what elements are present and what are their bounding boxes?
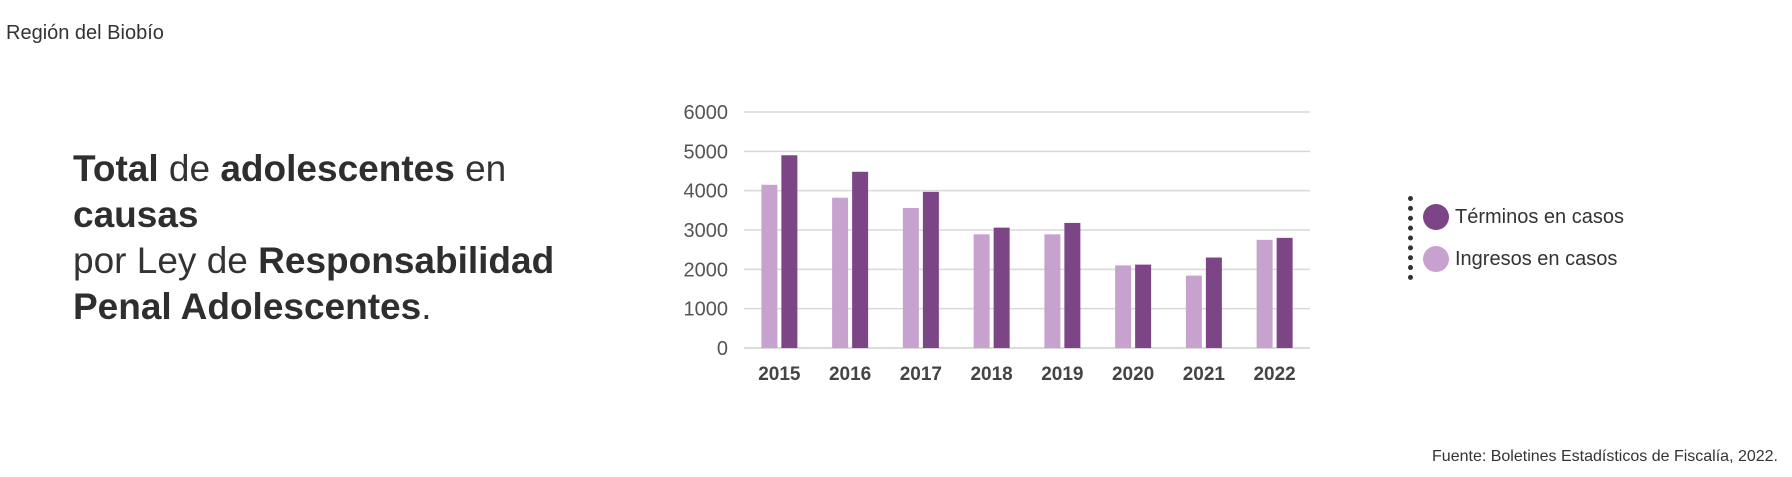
x-tick-label: 2019 xyxy=(1041,364,1083,385)
legend-label-terminos: Términos en casos xyxy=(1455,205,1624,228)
x-tick-label: 2017 xyxy=(900,364,942,385)
legend-item-ingresos: Ingresos en casos xyxy=(1423,238,1624,280)
bar-terminos-2015 xyxy=(781,155,798,348)
bar-ingresos-2022 xyxy=(1256,239,1273,348)
headline-causas: causas xyxy=(73,194,199,235)
headline-por-ley: por Ley de xyxy=(73,240,259,281)
bar-terminos-2022 xyxy=(1276,237,1293,348)
y-tick-label: 6000 xyxy=(684,102,729,124)
bar-ingresos-2015 xyxy=(761,184,778,348)
source-note: Fuente: Boletines Estadísticos de Fiscal… xyxy=(1432,448,1778,465)
x-tick-label: 2015 xyxy=(758,364,801,385)
headline-adolescentes: adolescentes xyxy=(220,148,455,189)
x-tick-label: 2018 xyxy=(970,364,1012,385)
bar-terminos-2017 xyxy=(922,191,939,348)
region-label: Región del Biobío xyxy=(6,22,164,44)
headline-de: de xyxy=(158,148,221,189)
headline-penal: Penal Adolescentes xyxy=(73,286,422,327)
legend: Términos en casos Ingresos en casos xyxy=(1408,196,1624,280)
bar-terminos-2020 xyxy=(1135,264,1152,348)
legend-swatch-terminos xyxy=(1423,204,1449,230)
bar-terminos-2019 xyxy=(1064,222,1081,348)
legend-label-ingresos: Ingresos en casos xyxy=(1455,247,1618,270)
bar-ingresos-2021 xyxy=(1185,275,1202,348)
bar-terminos-2016 xyxy=(852,171,869,348)
bar-ingresos-2016 xyxy=(832,197,849,348)
bar-ingresos-2020 xyxy=(1115,265,1132,348)
headline-en: en xyxy=(454,148,507,189)
headline-period: . xyxy=(421,286,432,327)
headline: Total de adolescentes en causas por Ley … xyxy=(73,146,633,330)
bar-ingresos-2018 xyxy=(973,234,990,348)
x-tick-label: 2016 xyxy=(829,364,871,385)
y-tick-label: 5000 xyxy=(684,141,729,163)
y-tick-label: 0 xyxy=(717,338,728,360)
y-tick-label: 1000 xyxy=(684,299,729,321)
y-tick-label: 4000 xyxy=(684,181,729,203)
bar-terminos-2021 xyxy=(1205,257,1222,348)
x-tick-label: 2022 xyxy=(1253,364,1295,385)
y-tick-label: 3000 xyxy=(684,220,729,242)
y-tick-label: 2000 xyxy=(684,259,729,281)
headline-responsabilidad: Responsabilidad xyxy=(258,240,555,281)
bar-ingresos-2017 xyxy=(902,207,919,348)
legend-swatch-ingresos xyxy=(1423,246,1449,272)
legend-item-terminos: Términos en casos xyxy=(1423,196,1624,238)
x-tick-label: 2020 xyxy=(1112,364,1154,385)
bar-ingresos-2019 xyxy=(1044,234,1061,348)
x-tick-label: 2021 xyxy=(1183,364,1226,385)
headline-total: Total xyxy=(73,148,159,189)
bar-terminos-2018 xyxy=(993,227,1010,348)
